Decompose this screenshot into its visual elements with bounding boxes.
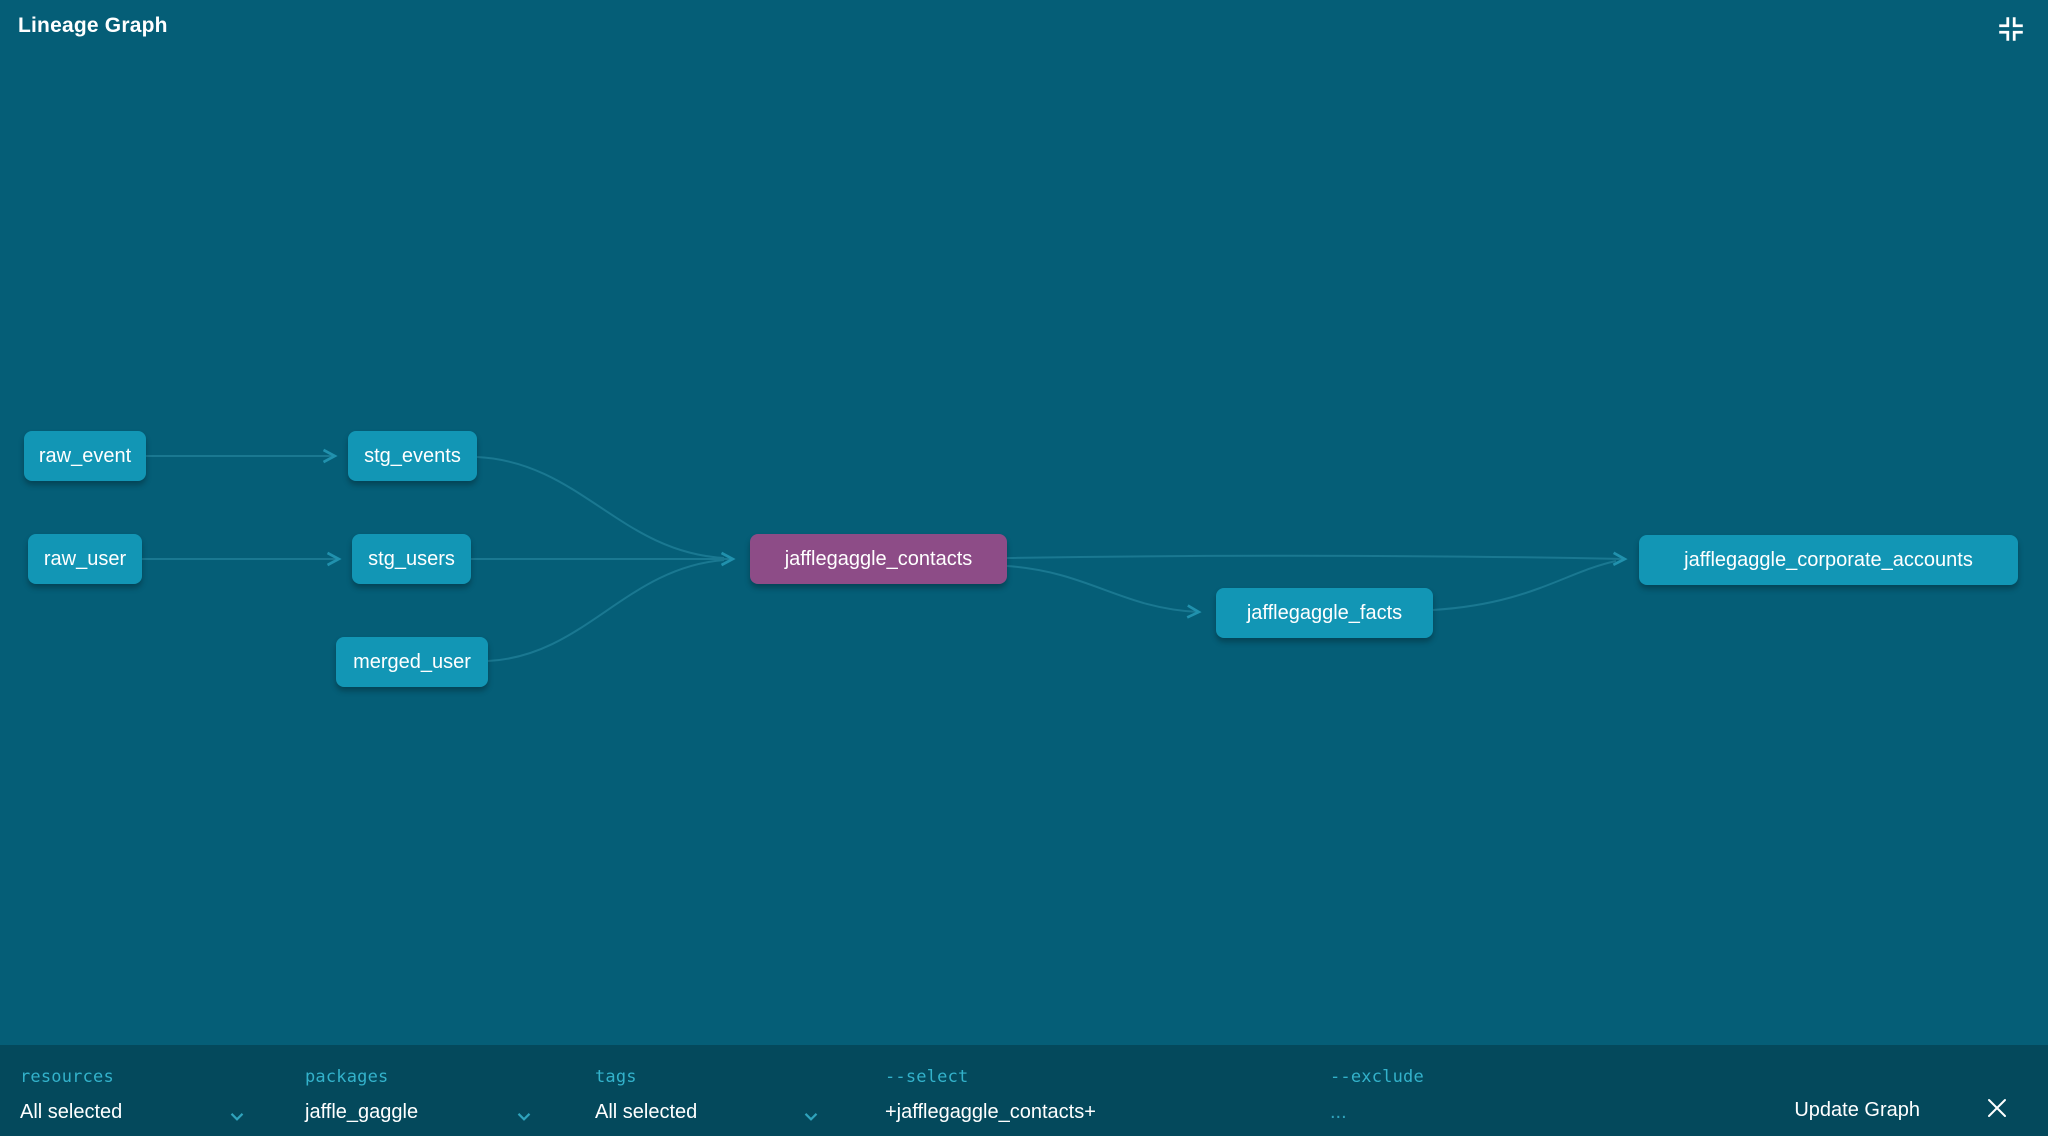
lineage-graph-canvas[interactable]: raw_event stg_events raw_user stg_users … <box>0 0 2048 1045</box>
graph-node-raw_user[interactable]: raw_user <box>28 534 142 584</box>
graph-node-jafflegaggle_facts[interactable]: jafflegaggle_facts <box>1216 588 1433 638</box>
exit-fullscreen-icon <box>1996 14 2026 49</box>
close-icon <box>1985 1096 2009 1125</box>
header: Lineage Graph <box>0 0 2048 60</box>
filter-field-resources: resources All selected <box>20 1045 290 1136</box>
graph-node-jafflegaggle_corporate_accounts[interactable]: jafflegaggle_corporate_accounts <box>1639 535 2018 585</box>
page-title: Lineage Graph <box>18 14 168 37</box>
tags-dropdown[interactable]: All selected <box>595 1101 698 1123</box>
select-label: --select <box>885 1067 969 1087</box>
graph-node-jafflegaggle_contacts[interactable]: jafflegaggle_contacts <box>750 534 1007 584</box>
edge-facts-corporate <box>1432 560 1617 611</box>
exit-fullscreen-button[interactable] <box>1994 14 2028 48</box>
edge-contacts-facts <box>1006 565 1202 619</box>
edge-merged_user-contacts <box>487 559 725 662</box>
packages-dropdown[interactable]: jaffle_gaggle <box>305 1101 419 1123</box>
graph-node-merged_user[interactable]: merged_user <box>336 637 488 687</box>
resources-label: resources <box>20 1067 114 1087</box>
edge-contacts-corporate <box>1006 551 1628 566</box>
graph-node-stg_users[interactable]: stg_users <box>352 534 471 584</box>
edge-stg_events-contacts <box>476 456 725 559</box>
chevron-down-icon[interactable] <box>513 1105 535 1132</box>
filter-field-exclude: --exclude ... <box>1330 1045 1630 1136</box>
graph-node-stg_events[interactable]: stg_events <box>348 431 477 481</box>
resources-dropdown[interactable]: All selected <box>20 1101 123 1123</box>
graph-node-raw_event[interactable]: raw_event <box>24 431 146 481</box>
filter-field-packages: packages jaffle_gaggle <box>305 1045 575 1136</box>
lineage-edges <box>142 448 1628 662</box>
select-input[interactable]: +jafflegaggle_contacts+ <box>885 1101 1096 1123</box>
update-graph-button[interactable]: Update Graph <box>1794 1099 1920 1121</box>
exclude-input[interactable]: ... <box>1330 1101 1347 1123</box>
filter-field-tags: tags All selected <box>595 1045 865 1136</box>
exclude-label: --exclude <box>1330 1067 1424 1087</box>
chevron-down-icon[interactable] <box>226 1105 248 1132</box>
chevron-down-icon[interactable] <box>800 1105 822 1132</box>
close-filter-bar-button[interactable] <box>1984 1097 2010 1123</box>
tags-label: tags <box>595 1067 637 1087</box>
filter-bar: resources All selected packages jaffle_g… <box>0 1045 2048 1136</box>
packages-label: packages <box>305 1067 389 1087</box>
filter-field-select: --select +jafflegaggle_contacts+ <box>885 1045 1305 1136</box>
